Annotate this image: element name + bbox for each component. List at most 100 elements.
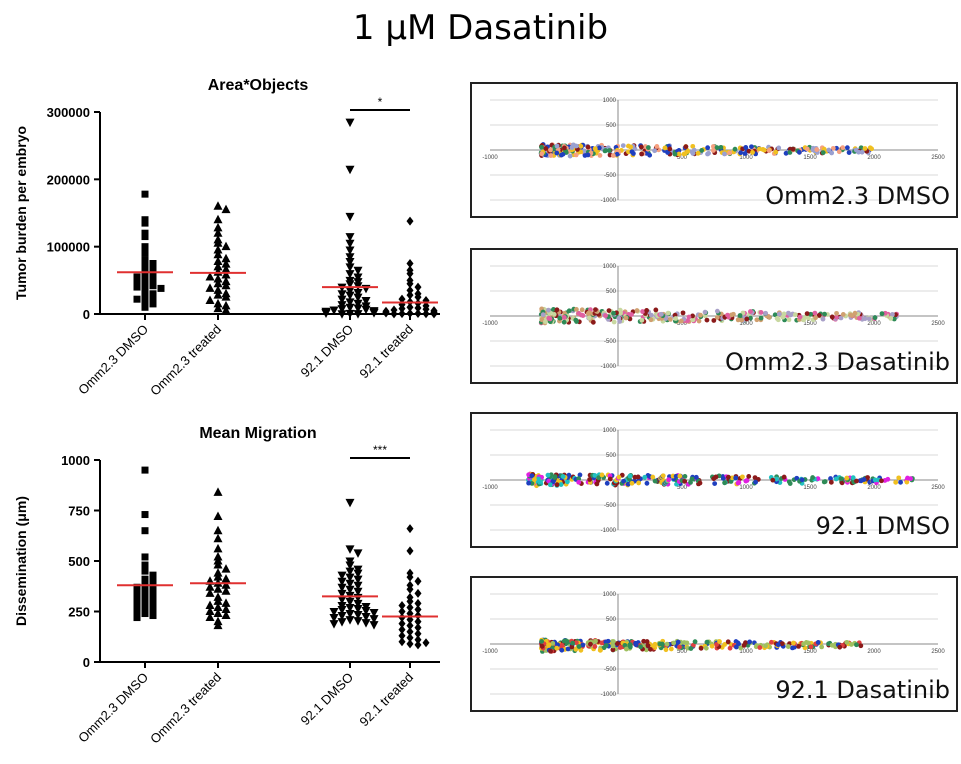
data-point bbox=[345, 286, 355, 296]
data-point bbox=[221, 586, 231, 595]
trajectory-point bbox=[652, 148, 657, 154]
trajectory-plot: -1000 500 1000 1500 2000 2500 1000 500 -500 -1000 bbox=[482, 428, 945, 534]
trajectory-point bbox=[666, 477, 672, 483]
trajectory-point bbox=[804, 146, 810, 152]
data-point bbox=[213, 596, 223, 605]
data-point bbox=[345, 579, 355, 589]
trajectory-point bbox=[908, 476, 913, 482]
y-tick-label: -500 bbox=[604, 503, 617, 509]
trajectory-point bbox=[688, 646, 694, 651]
trajectory-point bbox=[593, 638, 598, 644]
trajectory-point bbox=[718, 144, 724, 150]
trajectory-point bbox=[585, 152, 591, 158]
x-tick-label: 1000 bbox=[739, 321, 753, 327]
trajectory-point bbox=[828, 479, 834, 485]
x-tick-label: 2000 bbox=[867, 485, 881, 491]
data-point bbox=[213, 303, 223, 313]
trajectory-point bbox=[854, 478, 859, 484]
data-point bbox=[337, 577, 347, 587]
y-tick-label: 250 bbox=[68, 605, 90, 620]
data-point bbox=[398, 309, 406, 319]
data-point bbox=[345, 561, 355, 571]
data-point bbox=[361, 297, 371, 306]
trajectory-point bbox=[748, 315, 753, 321]
trajectory-point bbox=[725, 639, 731, 645]
trajectory-point bbox=[705, 151, 710, 157]
data-point bbox=[141, 190, 149, 198]
trajectory-point bbox=[545, 472, 551, 478]
trajectory-panel-921-dmso: -1000 500 1000 1500 2000 2500 1000 500 -500 -1000… bbox=[470, 412, 958, 548]
trajectory-point bbox=[766, 148, 772, 154]
trajectory-point bbox=[587, 477, 593, 482]
data-point bbox=[398, 600, 406, 610]
trajectory-point bbox=[780, 314, 786, 320]
data-point bbox=[133, 278, 141, 286]
data-point bbox=[337, 589, 347, 599]
trajectory-point bbox=[610, 647, 616, 653]
trajectory-point bbox=[690, 143, 696, 149]
trajectory-point bbox=[599, 472, 605, 478]
trajectory-point bbox=[554, 143, 560, 149]
trajectory-point bbox=[885, 476, 891, 482]
trajectory-point bbox=[579, 307, 585, 313]
data-point bbox=[345, 498, 355, 508]
trajectory-point bbox=[594, 481, 600, 487]
data-point bbox=[205, 606, 215, 615]
trajectory-point bbox=[808, 644, 814, 650]
data-point bbox=[133, 583, 141, 591]
data-point bbox=[398, 304, 406, 314]
trajectory-point bbox=[539, 638, 545, 644]
trajectory-point bbox=[569, 644, 575, 650]
data-point bbox=[345, 597, 355, 607]
trajectory-point bbox=[565, 646, 571, 652]
trajectory-point bbox=[686, 314, 692, 320]
data-point bbox=[213, 584, 223, 593]
data-point bbox=[221, 598, 231, 607]
trajectory-point bbox=[574, 307, 579, 312]
data-point bbox=[141, 553, 149, 561]
y-axis-label: Tumor burden per embryo bbox=[13, 126, 29, 300]
data-point bbox=[345, 603, 355, 613]
data-point bbox=[414, 640, 422, 650]
data-point bbox=[369, 309, 379, 318]
x-tick-label: 500 bbox=[677, 321, 688, 327]
trajectory-point bbox=[680, 310, 686, 316]
data-point bbox=[398, 294, 406, 304]
trajectory-point bbox=[872, 315, 878, 321]
trajectory-point bbox=[539, 144, 544, 150]
trajectory-point bbox=[603, 639, 609, 645]
data-point bbox=[149, 605, 157, 613]
trajectory-point bbox=[598, 647, 603, 653]
trajectory-point bbox=[727, 645, 733, 651]
trajectory-point bbox=[627, 642, 633, 648]
data-point bbox=[406, 308, 414, 318]
data-point bbox=[414, 282, 422, 292]
area-objects-chart: Area*Objects Tumor burden per embryo 0 1000… bbox=[13, 77, 440, 399]
trajectory-point bbox=[683, 144, 689, 150]
trajectory-point bbox=[740, 474, 745, 480]
trajectory-point bbox=[856, 315, 862, 321]
data-point bbox=[337, 305, 347, 314]
trajectory-point bbox=[698, 645, 704, 651]
y-tick-label: -1000 bbox=[601, 364, 617, 370]
trajectory-panel-921-dasatinib: -1000 500 1000 1500 2000 2500 1000 500 -500 -1000… bbox=[470, 576, 958, 712]
trajectory-point bbox=[754, 317, 760, 323]
trajectory-point bbox=[750, 149, 755, 155]
data-point bbox=[406, 546, 414, 556]
data-point bbox=[133, 589, 141, 597]
panel-label: Omm2.3 DMSO bbox=[765, 182, 950, 210]
trajectory-point bbox=[738, 150, 744, 156]
trajectory-point bbox=[566, 472, 572, 478]
trajectory-point bbox=[785, 644, 791, 649]
trajectory-point bbox=[739, 317, 745, 323]
trajectory-point bbox=[593, 307, 598, 313]
data-point bbox=[345, 616, 355, 625]
trajectory-point bbox=[891, 316, 897, 322]
data-point bbox=[345, 253, 355, 262]
trajectory-point bbox=[822, 479, 828, 484]
trajectory-point bbox=[848, 642, 854, 647]
data-point bbox=[361, 613, 371, 622]
trajectory-point bbox=[559, 642, 565, 648]
y-tick-label: 750 bbox=[68, 504, 90, 519]
trajectory-point bbox=[543, 319, 548, 325]
